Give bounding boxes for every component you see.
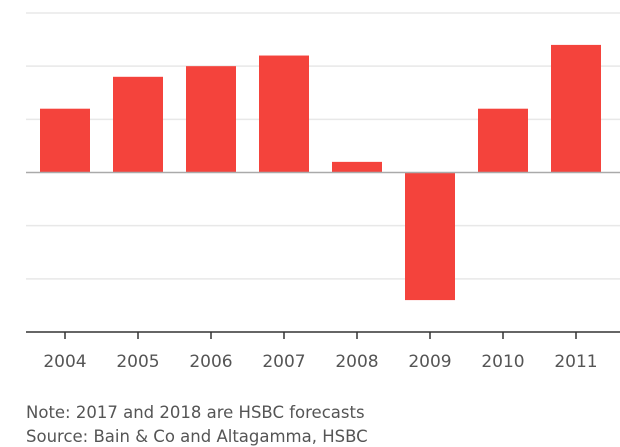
bar-2011 (551, 44, 601, 173)
bar-2006 (186, 66, 236, 173)
bar-chart: 2004 2005 2006 2007 2008 2009 2010 2011 (26, 12, 620, 372)
bar-2008 (332, 161, 382, 173)
x-tick-label-2006: 2006 (189, 352, 232, 372)
x-tick-label-2004: 2004 (43, 352, 86, 372)
x-tick-label-2008: 2008 (335, 352, 378, 372)
x-tick-label-2010: 2010 (481, 352, 524, 372)
bar-2005 (113, 76, 163, 173)
x-tick-label-2009: 2009 (408, 352, 451, 372)
x-tick-label-2007: 2007 (262, 352, 305, 372)
bar-2009 (405, 172, 455, 301)
bar-2007 (259, 55, 309, 173)
chart-source: Source: Bain & Co and Altagamma, HSBC (26, 427, 368, 446)
bar-2004 (40, 108, 90, 173)
chart-note: Note: 2017 and 2018 are HSBC forecasts (26, 403, 365, 422)
x-ticks (64, 332, 577, 339)
bars (40, 44, 601, 301)
x-tick-label-2011: 2011 (554, 352, 597, 372)
x-tick-labels: 2004 2005 2006 2007 2008 2009 2010 2011 (43, 352, 597, 372)
x-tick-label-2005: 2005 (116, 352, 159, 372)
bar-2010 (478, 108, 528, 173)
